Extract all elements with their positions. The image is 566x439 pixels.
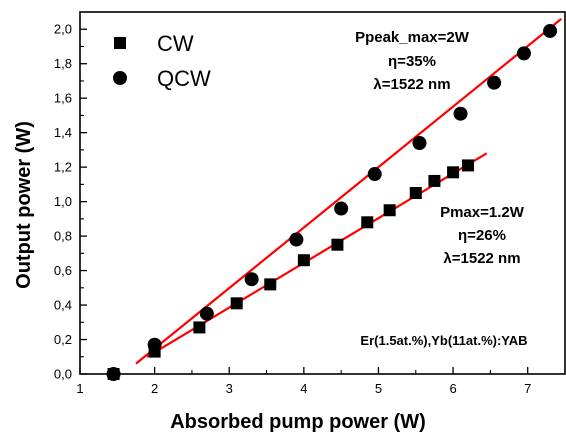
- y-tick-label: 0,4: [54, 298, 72, 313]
- point-qcw: [244, 272, 259, 287]
- legend-marker-qcw: [113, 71, 127, 85]
- y-axis-title: Output power (W): [13, 121, 35, 289]
- point-cw: [383, 204, 396, 217]
- cw-wavelength: λ=1522 nm: [443, 250, 520, 267]
- x-tick-label: 6: [449, 381, 456, 396]
- point-cw: [230, 297, 243, 310]
- point-qcw: [543, 23, 558, 38]
- point-cw: [462, 159, 474, 172]
- point-qcw: [289, 232, 304, 247]
- y-tick-label: 0,8: [54, 229, 72, 244]
- point-qcw: [487, 75, 502, 90]
- point-qcw: [367, 167, 382, 182]
- point-cw: [193, 321, 206, 334]
- y-tick-label: 1,6: [54, 91, 72, 106]
- y-tick-label: 1,0: [54, 194, 72, 209]
- point-cw: [409, 187, 422, 199]
- x-tick-label: 7: [524, 381, 531, 396]
- point-qcw: [516, 46, 531, 61]
- point-cw: [361, 216, 374, 229]
- point-cw: [428, 174, 441, 187]
- x-tick-label: 1: [76, 381, 83, 396]
- point-cw: [331, 238, 344, 251]
- legend-label-cw: CW: [157, 31, 194, 56]
- x-axis-title: Absorbed pump power (W): [170, 411, 426, 433]
- x-tick-label: 2: [151, 381, 158, 396]
- tick-labels: 1 2 3 4 5 6 7 0,0 0,2 0,4 0,6 0,8 1,0 1,2 1,4 1,6 1,8 2,0: [54, 22, 531, 396]
- y-tick-label: 0,6: [54, 263, 72, 278]
- x-tick-label: 5: [375, 381, 382, 396]
- y-tick-label: 1,2: [54, 160, 72, 175]
- y-tick-label: 0,2: [54, 332, 72, 347]
- y-tick-label: 2,0: [54, 22, 72, 37]
- point-cw: [297, 254, 310, 267]
- point-qcw: [199, 306, 214, 321]
- x-tick-label: 3: [226, 381, 233, 396]
- y-tick-label: 1,8: [54, 56, 72, 71]
- fit-line-qcw: [135, 18, 562, 365]
- point-cw: [264, 278, 277, 291]
- legend: CW QCW: [113, 31, 211, 91]
- qcw-annotation: Ppeak_max=2W η=35% λ=1522 nm: [355, 29, 470, 93]
- cw-annotation: Pmax=1.2W η=26% λ=1522 nm: [440, 204, 525, 267]
- plot-frame: [79, 11, 566, 375]
- legend-label-qcw: QCW: [157, 66, 211, 91]
- point-qcw: [334, 201, 349, 216]
- data-points: [106, 23, 558, 381]
- point-qcw: [412, 136, 427, 151]
- cw-max-power: Pmax=1.2W: [440, 204, 525, 221]
- point-cw: [447, 166, 460, 179]
- y-tick-label: 0,0: [54, 367, 72, 382]
- point-qcw: [453, 106, 468, 121]
- qcw-efficiency: η=35%: [388, 53, 436, 70]
- x-tick-label: 4: [300, 381, 307, 396]
- y-tick-label: 1,4: [54, 125, 72, 140]
- point-qcw: [147, 337, 162, 352]
- legend-marker-cw: [114, 37, 126, 49]
- qcw-peak-power: Ppeak_max=2W: [355, 29, 470, 46]
- qcw-wavelength: λ=1522 nm: [373, 76, 450, 93]
- axis-ticks: [79, 28, 529, 375]
- cw-efficiency: η=26%: [458, 227, 506, 244]
- material-label: Er(1.5at.%),Yb(11at.%):YAB: [360, 333, 527, 348]
